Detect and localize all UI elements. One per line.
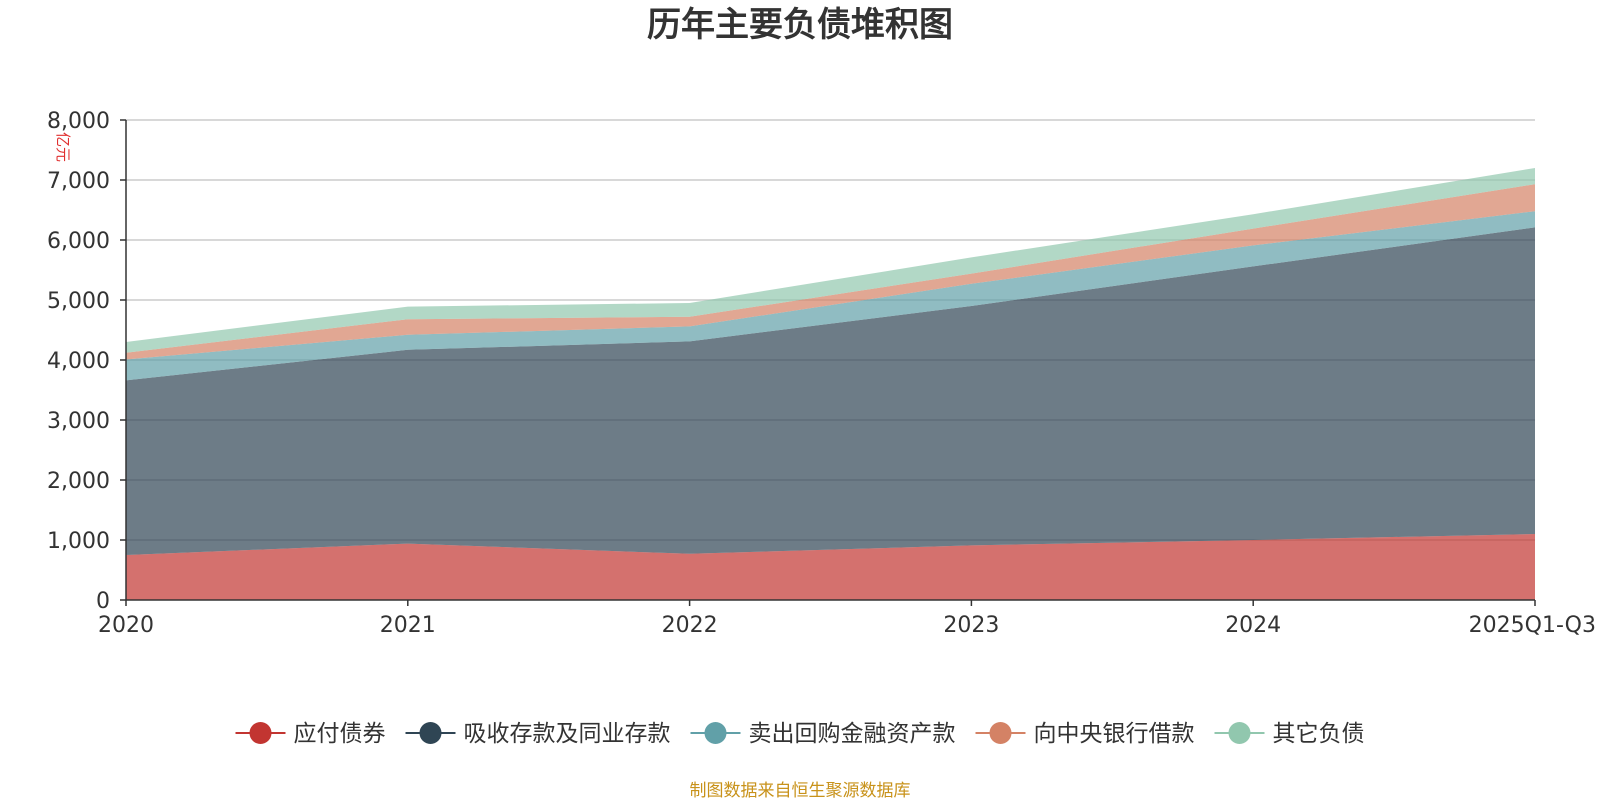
area-series-band <box>126 168 1535 353</box>
y-axis-unit-label: 亿元 <box>54 132 72 162</box>
legend-label: 向中央银行借款 <box>1034 721 1195 747</box>
area-series-band <box>126 534 1535 600</box>
y-tick-label: 4,000 <box>47 349 110 374</box>
x-tick-label: 2023 <box>943 613 999 638</box>
y-tick-label: 6,000 <box>47 229 110 254</box>
legend: 应付债券 吸收存款及同业存款 卖出回购金融资产款 向中央银行借款 其它负债 <box>235 721 1365 747</box>
legend-circle-marker <box>989 722 1012 744</box>
area-series-band <box>126 184 1535 360</box>
legend-label: 吸收存款及同业存款 <box>464 721 671 747</box>
y-tick-label: 3,000 <box>47 409 110 434</box>
x-tick-label: 2021 <box>380 613 436 638</box>
area-series <box>126 168 1535 600</box>
chart-title: 历年主要负债堆积图 <box>647 5 953 45</box>
y-tick-label: 8,000 <box>47 109 110 134</box>
y-tick-label: 2,000 <box>47 469 110 494</box>
y-tick-label: 7,000 <box>47 169 110 194</box>
legend-circle-marker <box>419 722 442 744</box>
legend-label: 卖出回购金融资产款 <box>749 721 956 747</box>
x-tick-label: 2025Q1-Q3 <box>1469 613 1596 638</box>
x-tick-label: 2020 <box>98 613 154 638</box>
legend-item[interactable]: 应付债券 <box>235 721 386 747</box>
legend-item[interactable]: 向中央银行借款 <box>975 721 1195 747</box>
legend-label: 应付债券 <box>294 721 386 747</box>
legend-circle-marker <box>249 722 272 744</box>
legend-item[interactable]: 吸收存款及同业存款 <box>405 721 671 747</box>
legend-circle-marker <box>1228 722 1251 744</box>
area-series-band <box>126 227 1535 555</box>
legend-label: 其它负债 <box>1273 721 1365 747</box>
y-tick-label: 5,000 <box>47 289 110 314</box>
legend-circle-marker <box>704 722 727 744</box>
x-axis-ticks: 2020 2021 2022 2023 2024 2025Q1-Q3 <box>98 600 1596 638</box>
x-tick-label: 2022 <box>662 613 718 638</box>
legend-item[interactable]: 卖出回购金融资产款 <box>690 721 956 747</box>
y-tick-label: 0 <box>96 589 110 614</box>
y-axis-ticks: 0 1,000 2,000 3,000 4,000 5,000 6,000 7,000 8,00… <box>47 109 126 614</box>
data-source-note: 制图数据来自恒生聚源数据库 <box>690 781 911 800</box>
y-tick-label: 1,000 <box>47 529 110 554</box>
area-series-band <box>126 211 1535 381</box>
legend-item[interactable]: 其它负债 <box>1214 721 1365 747</box>
x-tick-label: 2024 <box>1225 613 1281 638</box>
